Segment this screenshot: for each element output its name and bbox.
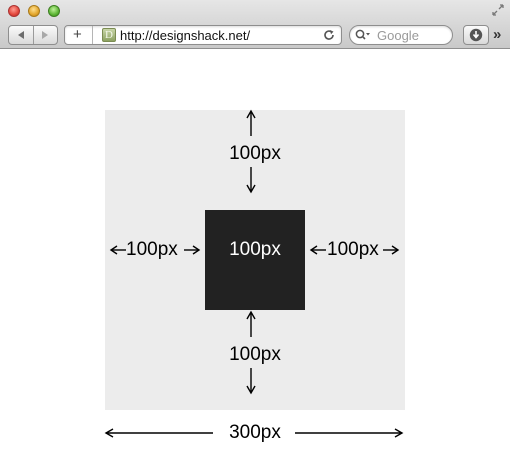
downloads-button[interactable] [463, 25, 489, 45]
browser-toolbar: + D http://designshack.net/ Google » [0, 0, 510, 49]
bottom-arrow-down-icon [246, 368, 256, 395]
top-arrow-up-icon [246, 109, 256, 136]
top-margin-label: 100px [229, 143, 281, 164]
bottom-margin-label: 100px [229, 344, 281, 365]
plus-icon: + [73, 26, 82, 43]
left-arrow-left-icon [109, 245, 126, 255]
content-box [205, 210, 305, 310]
back-arrow-icon[interactable] [16, 30, 26, 40]
minimize-window-button[interactable] [28, 5, 40, 17]
width-arrow-left-icon [104, 428, 213, 438]
top-arrow-down-icon [246, 167, 256, 194]
total-width-label: 300px [229, 422, 281, 443]
width-arrow-right-icon [295, 428, 404, 438]
search-placeholder: Google [377, 28, 419, 43]
right-arrow-right-icon [383, 245, 400, 255]
right-arrow-left-icon [309, 245, 326, 255]
right-margin-label: 100px [327, 239, 379, 260]
address-bar[interactable]: + D http://designshack.net/ [64, 25, 342, 45]
search-icon[interactable] [355, 29, 371, 41]
search-field[interactable]: Google [349, 25, 453, 45]
fullscreen-icon[interactable] [492, 4, 504, 16]
left-margin-label: 100px [126, 239, 178, 260]
divider [33, 26, 34, 44]
download-icon [469, 28, 483, 42]
url-text[interactable]: http://designshack.net/ [120, 28, 251, 43]
forward-arrow-icon[interactable] [40, 30, 50, 40]
back-forward-buttons [8, 25, 58, 45]
site-favicon-icon: D [102, 28, 116, 42]
bottom-arrow-up-icon [246, 310, 256, 337]
left-arrow-right-icon [184, 245, 201, 255]
reload-icon[interactable] [323, 29, 335, 41]
add-bookmark-button[interactable]: + [65, 26, 93, 44]
zoom-window-button[interactable] [48, 5, 60, 17]
close-window-button[interactable] [8, 5, 20, 17]
toolbar-overflow-icon[interactable]: » [493, 26, 502, 43]
content-box-label: 100px [229, 239, 281, 260]
